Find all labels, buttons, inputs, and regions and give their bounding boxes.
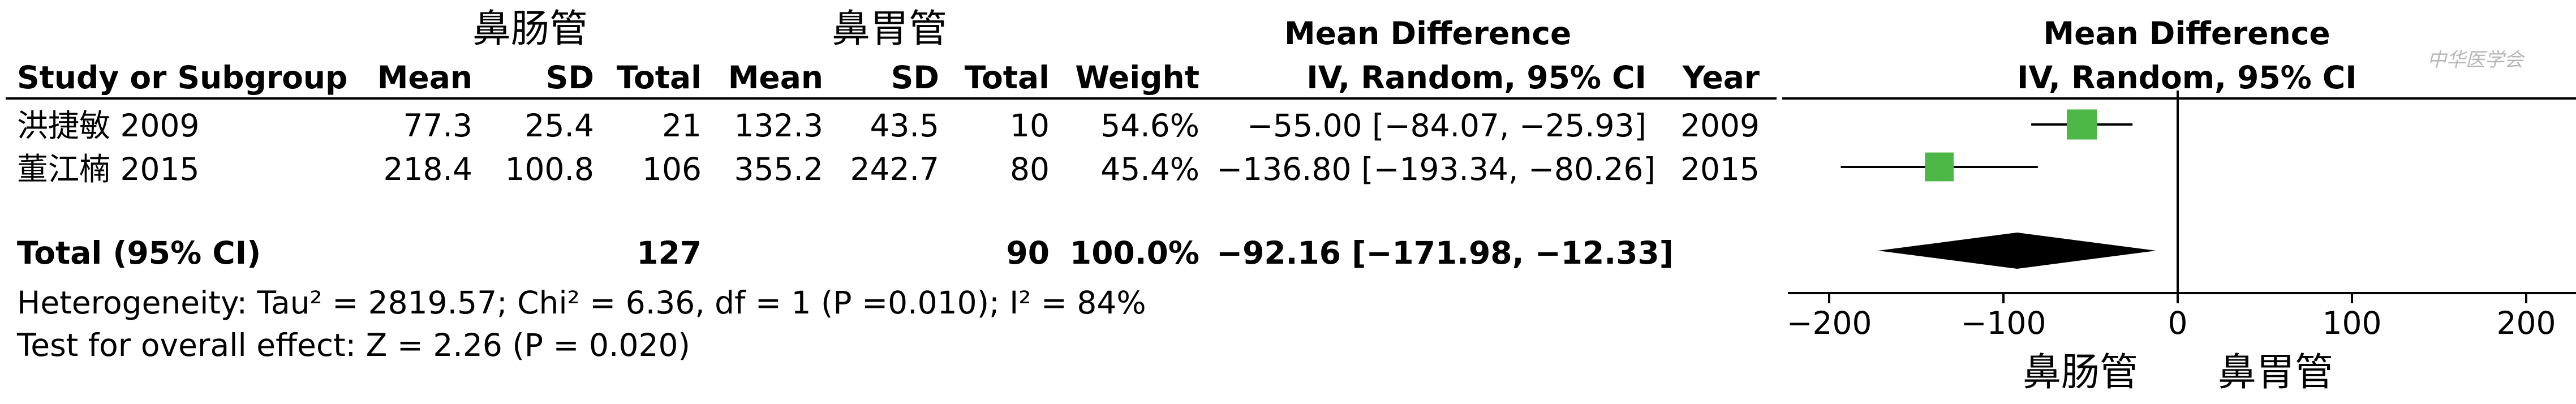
ctl-sd-value: 242.7 — [850, 151, 939, 187]
header-rule-left — [6, 97, 1777, 100]
ctl-total-header: Total — [964, 59, 1050, 96]
plot-header-bottom: IV, Random, 95% CI — [2017, 59, 2357, 96]
pooled-ci-value: −92.16 [−171.98, −12.33] — [1216, 235, 1674, 271]
x-axis-tick-label: 200 — [2497, 305, 2556, 341]
axis-footer-left-label: 鼻肠管 — [2023, 350, 2139, 395]
ctl-mean-value: 132.3 — [734, 108, 823, 144]
effect-ci-value: −136.80 [−193.34, −80.26] — [1216, 151, 1655, 187]
weight-value: 54.6% — [1100, 108, 1199, 144]
effect-header-bottom: IV, Random, 95% CI — [1306, 59, 1646, 96]
experimental-group-label: 鼻肠管 — [472, 7, 588, 51]
ctl-mean-value: 355.2 — [734, 151, 823, 187]
ctl-total-value: 10 — [1010, 108, 1050, 144]
effect-ci-value: −55.00 [−84.07, −25.93] — [1247, 108, 1646, 144]
x-axis-tick-label: −100 — [1960, 305, 2046, 341]
exp-mean-value: 218.4 — [383, 151, 472, 187]
year-header: Year — [1682, 59, 1760, 96]
weight-value: 45.4% — [1100, 151, 1199, 187]
axis-footer-right-label: 鼻胃管 — [2218, 350, 2334, 395]
x-axis-tick-label: 100 — [2323, 305, 2382, 341]
study-name: 董江楠 2015 — [17, 151, 200, 187]
study-name: 洪捷敏 2009 — [17, 108, 200, 144]
exp-sd-value: 25.4 — [524, 108, 594, 144]
plot-header-top: Mean Difference — [2043, 15, 2330, 51]
x-axis-tick-label: −200 — [1786, 305, 1872, 341]
exp-mean-value: 77.3 — [403, 108, 472, 144]
year-value: 2015 — [1680, 151, 1760, 187]
ctl-mean-header: Mean — [728, 59, 823, 96]
exp-total-sum: 127 — [637, 235, 702, 271]
total-weight: 100.0% — [1069, 235, 1199, 271]
ctl-total-sum: 90 — [1006, 235, 1050, 271]
weight-header: Weight — [1075, 59, 1199, 96]
ctl-total-value: 80 — [1010, 151, 1050, 187]
watermark-logo: 中华医学会 — [2427, 49, 2523, 71]
pooled-effect-diamond — [1878, 233, 2157, 269]
control-group-label: 鼻胃管 — [832, 7, 948, 51]
study-point-estimate-marker — [2067, 109, 2097, 140]
total-label: Total (95% CI) — [17, 235, 261, 271]
effect-header-top: Mean Difference — [1284, 15, 1572, 51]
header-rule-right — [1782, 97, 2576, 100]
exp-sd-header: SD — [545, 59, 594, 96]
heterogeneity-text: Heterogeneity: Tau² = 2819.57; Chi² = 6.… — [17, 285, 1146, 321]
exp-total-value: 21 — [662, 108, 702, 144]
study-point-estimate-marker — [1925, 152, 1954, 182]
study-column-header: Study or Subgroup — [17, 59, 348, 96]
exp-mean-header: Mean — [377, 59, 472, 96]
year-value: 2009 — [1680, 108, 1760, 144]
exp-sd-value: 100.8 — [505, 151, 594, 187]
forest-plot: −200 −100 0 100 200 — [1786, 91, 2576, 341]
exp-total-header: Total — [616, 59, 702, 96]
overall-effect-text: Test for overall effect: Z = 2.26 (P = 0… — [17, 327, 690, 363]
ctl-sd-header: SD — [891, 59, 939, 96]
x-axis-tick-label: 0 — [2168, 305, 2188, 341]
exp-total-value: 106 — [642, 151, 702, 187]
ctl-sd-value: 43.5 — [870, 108, 939, 144]
